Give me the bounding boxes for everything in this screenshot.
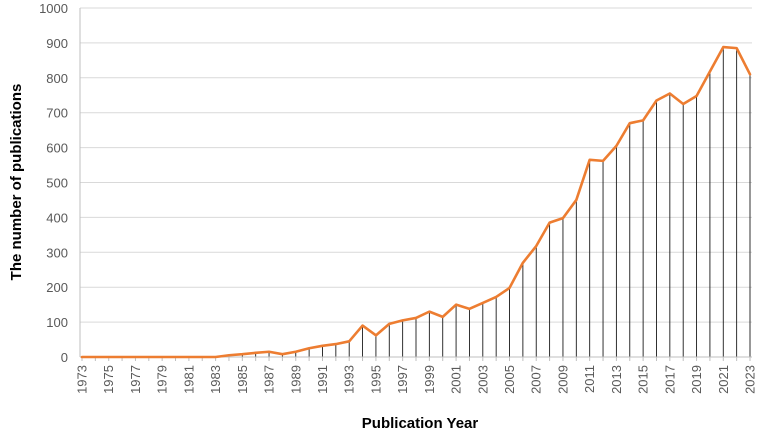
- x-tick-label: 1995: [368, 365, 383, 394]
- series-line-layer: [80, 45, 752, 359]
- x-tick-label: 1999: [422, 365, 437, 394]
- y-tick-label: 800: [46, 71, 68, 86]
- x-tick-label: 2023: [743, 365, 758, 394]
- x-tick-label: 1977: [128, 365, 143, 394]
- x-tick-label: 1991: [315, 365, 330, 394]
- x-tick-label: 2001: [449, 365, 464, 394]
- axes: [79, 8, 752, 361]
- y-tick-label: 700: [46, 106, 68, 121]
- x-tick-label: 1985: [235, 365, 250, 394]
- y-tick-label: 1000: [39, 1, 68, 16]
- gridlines: [80, 7, 752, 323]
- y-tick-label: 300: [46, 245, 68, 260]
- x-tick-label: 2015: [636, 365, 651, 394]
- y-axis-title: The number of publications: [8, 84, 25, 281]
- y-tick-label: 400: [46, 210, 68, 225]
- y-tick-label: 900: [46, 36, 68, 51]
- y-tick-label: 0: [61, 350, 68, 365]
- x-tick-label: 1983: [208, 365, 223, 394]
- x-tick-label: 2011: [582, 365, 597, 393]
- x-tick-label: 2019: [689, 365, 704, 394]
- y-tick-labels: 0 100 200 300 400 500 600 700 800 900 1000: [39, 1, 68, 365]
- x-tick-labels: 1973 1975 1977 1979 1981 1983 1985 1987 1989 1991…: [75, 365, 758, 394]
- x-tick-label: 2021: [716, 365, 731, 394]
- x-tick-label: 1981: [181, 365, 196, 394]
- x-tick-label: 2003: [475, 365, 490, 394]
- x-tick-label: 1979: [155, 365, 170, 394]
- y-tick-label: 600: [46, 141, 68, 156]
- y-tick-label: 500: [46, 176, 68, 191]
- y-tick-label: 100: [46, 315, 68, 330]
- x-tick-label: 1997: [395, 365, 410, 394]
- x-tick-label: 1993: [342, 365, 357, 394]
- x-tick-label: 1973: [75, 365, 90, 394]
- y-tick-label: 200: [46, 280, 68, 295]
- x-tick-label: 2013: [609, 365, 624, 394]
- x-tick-label: 1989: [288, 365, 303, 394]
- series-line-publications: [80, 45, 752, 359]
- drop-lines: [228, 47, 751, 357]
- x-axis-title: Publication Year: [362, 415, 479, 432]
- x-tick-label: 2017: [662, 365, 677, 394]
- x-tick-label: 2005: [502, 365, 517, 394]
- x-tick-label: 1975: [101, 365, 116, 394]
- x-tick-label: 2007: [529, 365, 544, 394]
- x-tick-label: 1987: [262, 365, 277, 394]
- x-tick-label: 2009: [555, 365, 570, 394]
